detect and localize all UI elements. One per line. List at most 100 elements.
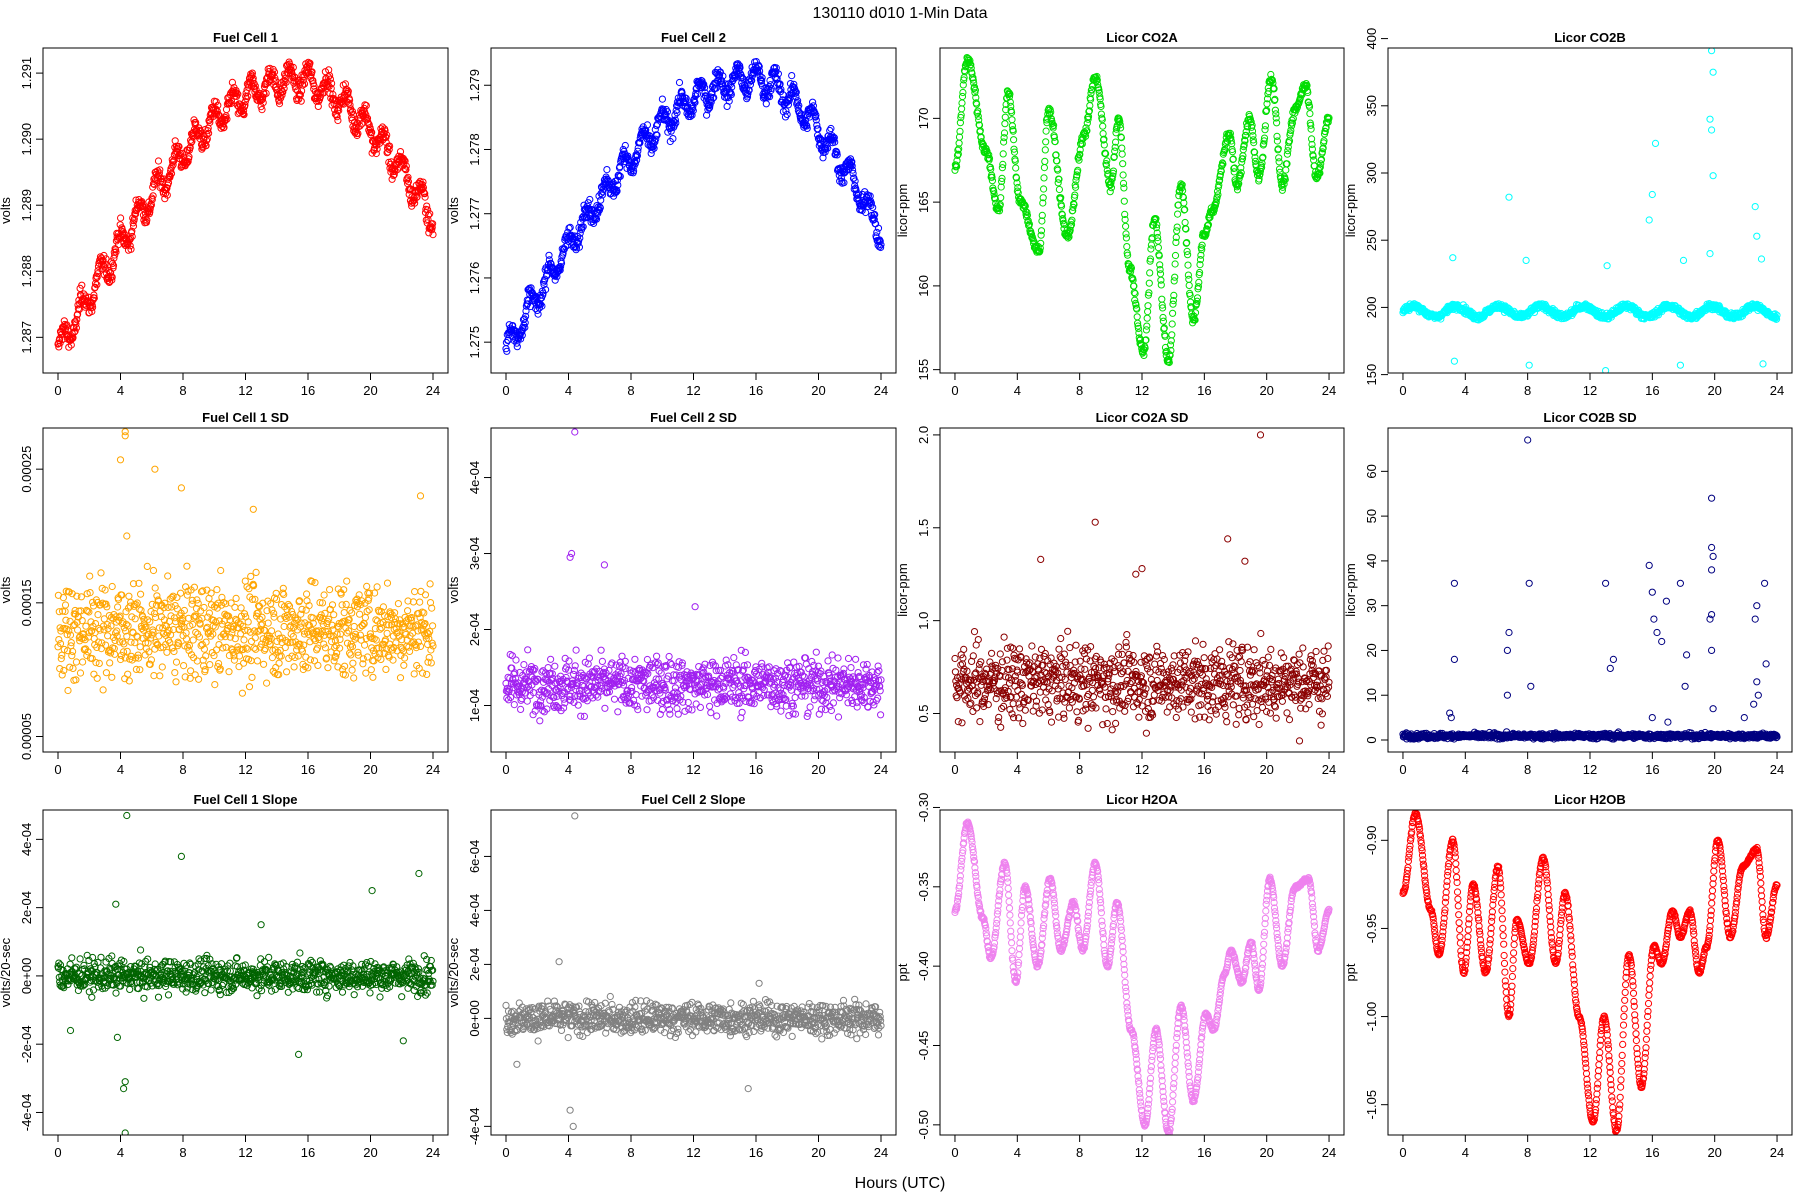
data-point <box>974 107 982 115</box>
data-point <box>551 662 559 670</box>
data-point <box>812 111 820 119</box>
data-point <box>96 601 105 609</box>
data-point <box>143 216 151 224</box>
data-point <box>126 242 134 250</box>
data-point <box>404 178 412 186</box>
data-point <box>1306 110 1314 118</box>
data-point <box>303 597 311 605</box>
data-point <box>559 249 567 257</box>
data-point <box>873 228 881 236</box>
data-point <box>1065 229 1073 238</box>
data-point <box>318 599 327 607</box>
y-tick-label: 300 <box>1364 162 1379 184</box>
data-point <box>74 305 83 313</box>
data-point <box>321 644 329 652</box>
data-point <box>566 223 574 231</box>
data-point <box>309 619 317 627</box>
data-point <box>874 224 883 232</box>
data-point <box>64 686 72 695</box>
data-point <box>175 142 183 151</box>
data-point <box>1184 251 1192 259</box>
data-point <box>1117 134 1126 142</box>
data-point <box>230 652 238 660</box>
data-point <box>1228 148 1237 156</box>
data-point <box>424 211 432 219</box>
data-point <box>874 241 882 249</box>
data-point <box>327 648 335 656</box>
data-point <box>231 635 239 643</box>
data-point <box>128 232 136 241</box>
data-point <box>280 84 288 93</box>
data-point <box>1159 313 1167 322</box>
data-point <box>160 604 168 612</box>
data-point <box>630 696 638 705</box>
data-point <box>118 591 126 599</box>
data-point <box>1172 238 1180 246</box>
data-point <box>55 636 63 644</box>
data-point <box>531 707 539 715</box>
data-point <box>227 97 236 105</box>
data-point <box>62 616 70 624</box>
data-point <box>249 74 257 82</box>
data-point <box>127 245 135 253</box>
data-point <box>1070 201 1078 209</box>
data-point <box>523 697 531 705</box>
data-point <box>427 659 435 667</box>
data-point <box>1027 230 1036 238</box>
data-point <box>356 122 364 130</box>
data-point <box>362 111 370 119</box>
data-point <box>291 653 299 662</box>
data-point <box>163 648 171 656</box>
data-point <box>297 619 305 627</box>
data-point <box>693 90 702 98</box>
data-point <box>1050 121 1058 129</box>
data-point <box>529 711 537 719</box>
data-point <box>426 210 434 218</box>
data-point <box>790 80 798 88</box>
data-point <box>1001 120 1009 128</box>
data-point <box>1198 246 1206 254</box>
data-point <box>831 138 839 146</box>
data-point <box>1171 260 1179 268</box>
data-point <box>212 618 220 626</box>
data-point <box>248 69 256 77</box>
data-point <box>1040 185 1048 193</box>
data-point <box>608 659 616 667</box>
y-tick-label: 170 <box>916 108 931 130</box>
y-tick-label: 1.278 <box>467 133 482 166</box>
data-point <box>1008 122 1017 130</box>
data-point <box>388 175 396 183</box>
data-point <box>356 631 364 639</box>
data-point <box>402 630 410 639</box>
data-point <box>1211 201 1220 210</box>
data-point <box>766 76 774 85</box>
data-point <box>193 596 201 604</box>
data-point <box>100 615 108 623</box>
data-point <box>308 68 316 76</box>
data-point <box>967 64 975 72</box>
data-point <box>670 118 678 126</box>
data-point <box>131 639 139 647</box>
data-point <box>305 621 314 630</box>
data-point <box>1119 171 1127 179</box>
data-point <box>345 627 353 635</box>
data-point <box>122 620 131 629</box>
data-point <box>1283 150 1292 158</box>
data-point <box>343 86 351 94</box>
data-point <box>122 608 130 616</box>
data-point <box>1088 86 1096 94</box>
data-point <box>258 106 266 114</box>
data-point <box>1024 217 1032 225</box>
data-point <box>137 606 145 614</box>
data-point <box>276 634 284 642</box>
data-point <box>127 652 135 660</box>
data-point <box>869 203 877 211</box>
data-point <box>200 662 208 670</box>
data-point <box>578 681 586 689</box>
data-point <box>968 69 976 78</box>
data-point <box>1156 270 1165 278</box>
data-point <box>331 653 339 661</box>
data-point <box>1038 217 1046 225</box>
data-point <box>1008 116 1016 124</box>
data-point <box>161 621 169 629</box>
